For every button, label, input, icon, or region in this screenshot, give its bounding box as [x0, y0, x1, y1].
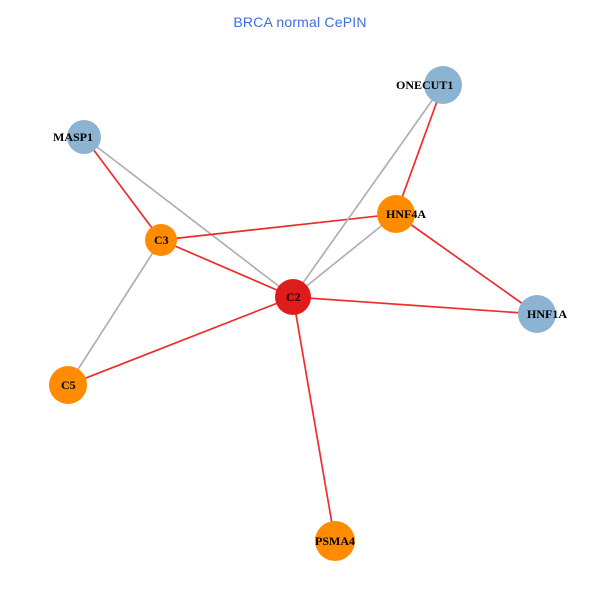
node-label-hnf4a: HNF4A: [386, 207, 426, 221]
node-label-c5: C5: [61, 378, 76, 392]
graph-edge: [67, 239, 162, 386]
graph-node-c2[interactable]: [275, 279, 311, 315]
graph-node-psma4[interactable]: [315, 521, 355, 561]
graph-edge: [292, 84, 444, 298]
graph-edge: [292, 296, 538, 315]
node-label-hnf1a: HNF1A: [527, 307, 567, 321]
node-label-masp1: MASP1: [53, 130, 93, 144]
graph-edge: [395, 84, 444, 215]
page-title: BRCA normal CePIN: [233, 14, 367, 30]
node-label-c2: C2: [286, 290, 301, 304]
graph-node-c3[interactable]: [145, 224, 177, 256]
graph-node-hnf4a[interactable]: [377, 195, 415, 233]
graph-edge: [83, 136, 294, 298]
graph-edge: [160, 213, 397, 241]
graph-node-masp1[interactable]: [67, 120, 101, 154]
graph-node-hnf1a[interactable]: [518, 295, 556, 333]
graph-edge: [292, 213, 397, 298]
graph-node-c5[interactable]: [49, 366, 87, 404]
graph-edge: [67, 296, 294, 386]
graph-edge: [83, 136, 162, 241]
graph-edge: [292, 296, 336, 542]
graph-edge: [160, 239, 294, 298]
node-label-psma4: PSMA4: [315, 534, 355, 548]
graph-edge: [395, 213, 538, 315]
node-label-onecut1: ONECUT1: [396, 78, 454, 92]
node-label-c3: C3: [154, 233, 169, 247]
graph-node-onecut1[interactable]: [424, 66, 462, 104]
